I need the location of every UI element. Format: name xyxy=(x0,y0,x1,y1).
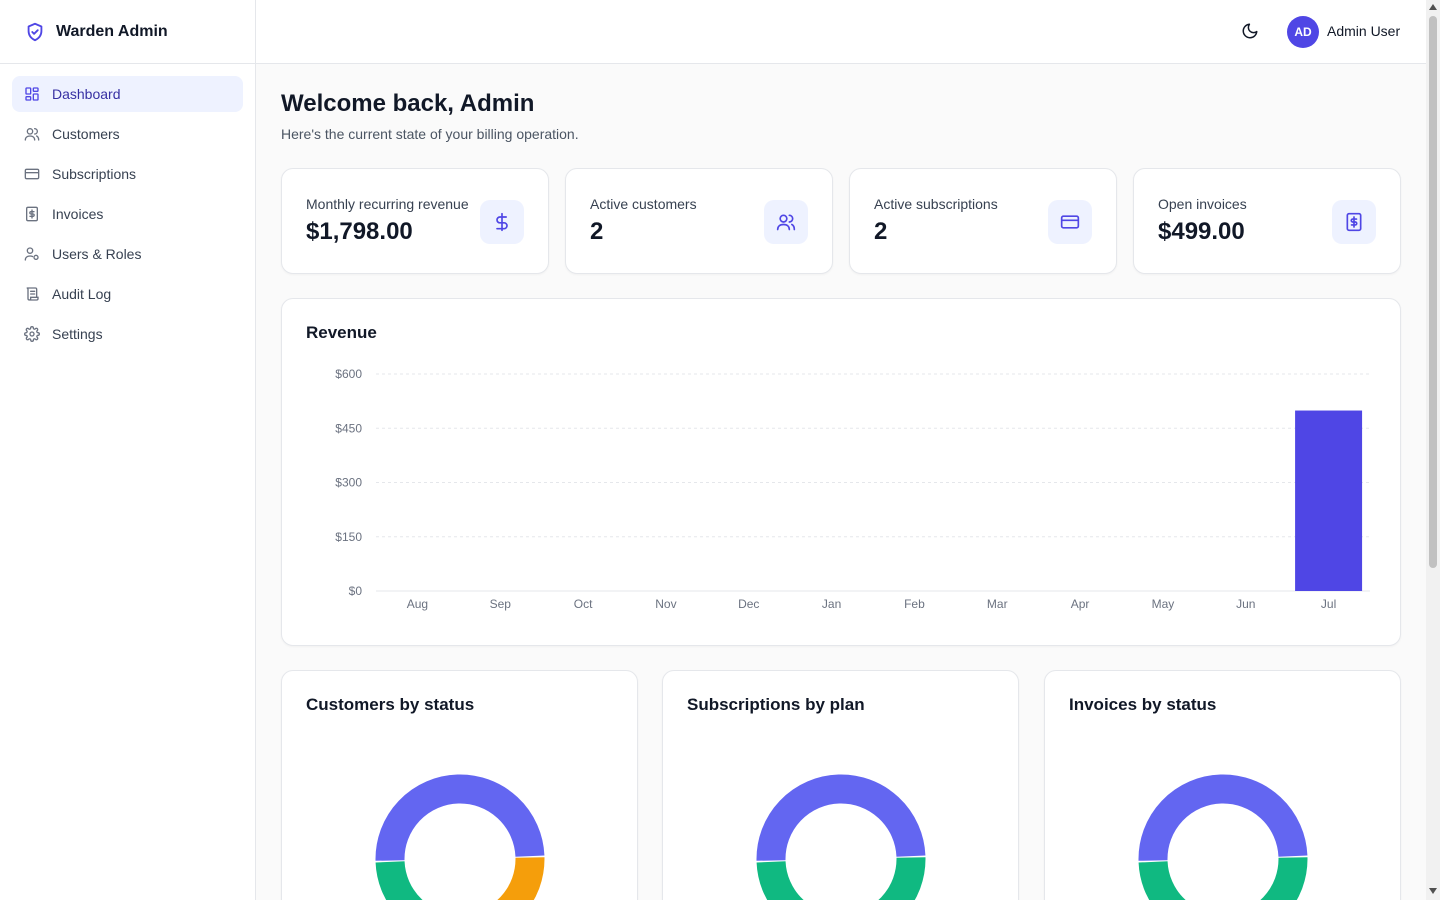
x-tick-label: Oct xyxy=(574,597,593,611)
x-tick-label: Aug xyxy=(407,597,428,611)
brand-name: Warden Admin xyxy=(56,22,168,40)
stat-value: 2 xyxy=(590,218,604,245)
donut-card-subscriptions-by-plan: Subscriptions by plan xyxy=(662,670,1019,900)
y-tick-label: $0 xyxy=(349,584,363,598)
chart-title: Subscriptions by plan xyxy=(687,695,865,714)
sidebar-item-label: Dashboard xyxy=(52,86,121,102)
donut-card-invoices-by-status: Invoices by status xyxy=(1044,670,1401,900)
sidebar-item-settings[interactable]: Settings xyxy=(12,316,243,352)
chart-title: Revenue xyxy=(306,323,377,342)
stat-label: Active customers xyxy=(590,196,697,212)
sidebar-item-label: Customers xyxy=(52,126,120,142)
stat-card-active-customers: Active customers 2 xyxy=(565,168,833,274)
scroll-icon xyxy=(24,286,40,302)
donut-slice xyxy=(375,860,423,900)
sidebar-item-subscriptions[interactable]: Subscriptions xyxy=(12,156,243,192)
avatar[interactable]: AD xyxy=(1287,16,1319,48)
x-tick-label: Jan xyxy=(822,597,841,611)
revenue-chart: $0 $150 $300 $450 $600 Aug Sep Oct Nov Dec Jan Feb M… xyxy=(335,367,1370,611)
x-tick-label: Feb xyxy=(904,597,925,611)
stat-label: Active subscriptions xyxy=(874,196,998,212)
customers-by-status-donut xyxy=(375,774,545,900)
page-title: Welcome back, Admin xyxy=(281,90,535,117)
stat-value: $499.00 xyxy=(1158,218,1245,245)
stat-label: Monthly recurring revenue xyxy=(306,196,469,212)
y-tick-label: $150 xyxy=(335,530,362,544)
sidebar-item-label: Audit Log xyxy=(52,286,112,302)
stat-value: $1,798.00 xyxy=(306,218,413,245)
moon-icon[interactable] xyxy=(1241,22,1261,42)
chart-title: Customers by status xyxy=(306,695,475,714)
user-cog-icon xyxy=(24,246,40,262)
donut-slice xyxy=(1138,774,1308,861)
x-tick-label: May xyxy=(1152,597,1175,611)
y-tick-label: $600 xyxy=(335,367,362,381)
sidebar-item-users-roles[interactable]: Users & Roles xyxy=(12,236,243,272)
sidebar-item-invoices[interactable]: Invoices xyxy=(12,196,243,232)
scroll-down-arrow[interactable] xyxy=(1429,888,1437,894)
invoices-by-status-donut xyxy=(1138,774,1308,900)
sidebar-item-label: Settings xyxy=(52,326,103,342)
y-tick-label: $450 xyxy=(335,421,362,435)
sidebar-item-label: Users & Roles xyxy=(52,246,142,262)
donut-slice xyxy=(756,857,926,900)
scroll-up-arrow[interactable] xyxy=(1429,4,1437,10)
donut-slice xyxy=(375,774,545,861)
revenue-chart-card: Revenue $0 $150 $300 $450 $600 Aug Sep Oct Nov De… xyxy=(281,298,1401,646)
sidebar-item-audit-log[interactable]: Audit Log xyxy=(12,276,243,312)
topbar: AD Admin User xyxy=(256,0,1426,64)
y-tick-label: $300 xyxy=(335,476,362,490)
stat-card-active-subscriptions: Active subscriptions 2 xyxy=(849,168,1117,274)
credit-card-icon xyxy=(1048,200,1092,244)
x-tick-label: Sep xyxy=(490,597,512,611)
revenue-bar xyxy=(1295,410,1363,591)
stat-label: Open invoices xyxy=(1158,196,1247,212)
x-tick-label: Jul xyxy=(1321,597,1336,611)
dollar-icon xyxy=(480,200,524,244)
scrollbar-thumb[interactable] xyxy=(1429,16,1437,568)
stat-card-mrr: Monthly recurring revenue $1,798.00 xyxy=(281,168,549,274)
donut-slice xyxy=(497,857,545,900)
invoice-icon xyxy=(1332,200,1376,244)
sidebar-item-customers[interactable]: Customers xyxy=(12,116,243,152)
gear-icon xyxy=(24,326,40,342)
subscriptions-by-plan-donut xyxy=(756,774,926,900)
x-tick-label: Dec xyxy=(738,597,759,611)
user-name[interactable]: Admin User xyxy=(1327,23,1401,39)
stat-value: 2 xyxy=(874,218,888,245)
invoice-icon xyxy=(24,206,40,222)
sidebar-nav: Dashboard Customers Subscriptions Invoic… xyxy=(0,64,255,368)
shield-check-icon xyxy=(24,21,46,43)
sidebar-item-label: Invoices xyxy=(52,206,104,222)
brand[interactable]: Warden Admin xyxy=(0,0,255,64)
chart-title: Invoices by status xyxy=(1069,695,1217,714)
x-tick-label: Apr xyxy=(1071,597,1090,611)
sidebar-item-label: Subscriptions xyxy=(52,166,137,182)
credit-card-icon xyxy=(24,166,40,182)
page-subtitle: Here's the current state of your billing… xyxy=(281,126,579,142)
scrollbar[interactable] xyxy=(1426,0,1440,900)
x-tick-label: Jun xyxy=(1236,597,1255,611)
x-tick-label: Nov xyxy=(655,597,676,611)
x-tick-label: Mar xyxy=(987,597,1008,611)
dashboard-icon xyxy=(24,86,40,102)
users-icon xyxy=(764,200,808,244)
users-icon xyxy=(24,126,40,142)
sidebar-item-dashboard[interactable]: Dashboard xyxy=(12,76,243,112)
donut-slice xyxy=(756,774,926,861)
sidebar: Warden Admin Dashboard Customers Subscri… xyxy=(0,0,256,900)
donut-slice xyxy=(1138,857,1308,900)
donut-card-customers-by-status: Customers by status xyxy=(281,670,638,900)
stat-card-open-invoices: Open invoices $499.00 xyxy=(1133,168,1401,274)
